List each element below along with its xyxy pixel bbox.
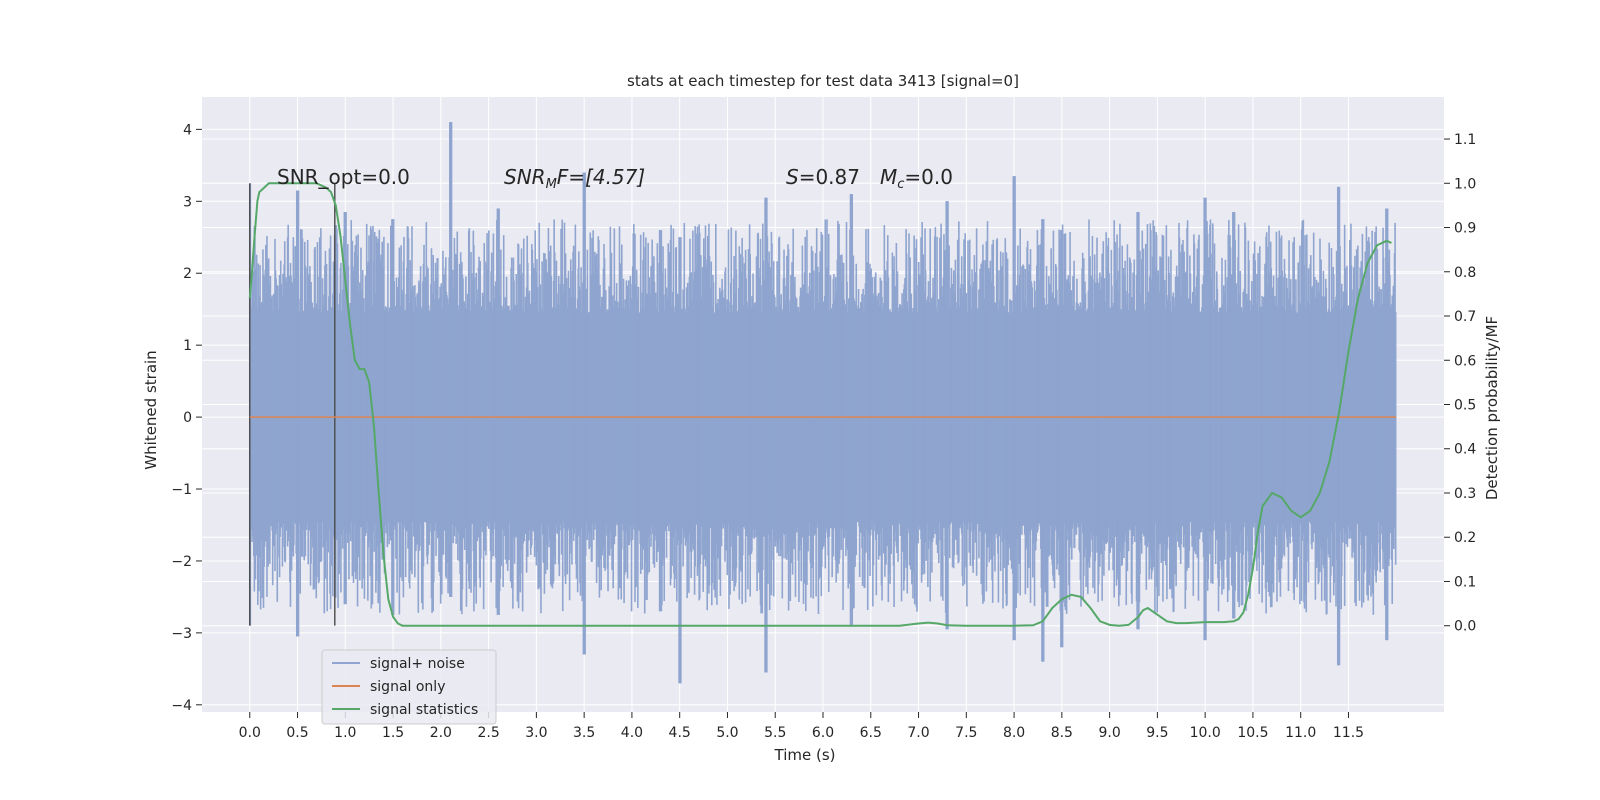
y-right-tick-label: 0.2 (1454, 530, 1476, 546)
x-tick-label: 4.0 (621, 725, 643, 741)
y-tick-label: −3 (171, 626, 192, 642)
x-tick-label: 2.5 (477, 725, 499, 741)
y-tick-label: −1 (171, 482, 192, 498)
x-tick-label: 1.5 (382, 725, 404, 741)
x-tick-label: 11.5 (1333, 725, 1364, 741)
y-tick-label: 1 (183, 338, 192, 354)
legend: signal+ noise signal only signal statist… (321, 649, 497, 725)
y-right-tick-label: 0.8 (1454, 265, 1476, 281)
legend-label-signal-noise: signal+ noise (370, 656, 465, 672)
x-tick-label: 3.5 (573, 725, 595, 741)
mc-main: M (880, 165, 897, 189)
y-tick-label: 3 (183, 194, 192, 210)
y-right-tick-label: 0.6 (1454, 353, 1476, 369)
y-tick-label: −2 (171, 554, 192, 570)
x-tick-label: 10.5 (1237, 725, 1268, 741)
y-tick-label: −4 (171, 698, 192, 714)
y-tick-label: 2 (183, 266, 192, 282)
x-tick-label: 3.0 (525, 725, 547, 741)
y-right-tick-label: 0.5 (1454, 398, 1476, 414)
mc-rest: =0.0 (904, 165, 953, 189)
mc-subscript: c (897, 177, 904, 192)
y-right-tick-label: 0.1 (1454, 574, 1476, 590)
right-y-axis: 0.0 0.1 0.2 0.3 0.4 0.5 0.6 0.7 0.8 0.9 1.0 1.1 (1444, 132, 1476, 635)
vertical-markers (249, 183, 336, 626)
x-tick-label: 1.0 (334, 725, 356, 741)
legend-box (321, 649, 497, 725)
x-tick-label: 10.0 (1190, 725, 1221, 741)
x-tick-label: 8.0 (1003, 725, 1025, 741)
y-right-tick-label: 0.7 (1454, 309, 1476, 325)
x-axis: 0.0 0.5 1.0 1.5 2.0 2.5 3.0 3.5 4.0 4.5 5.0 5.5 6.0 6… (239, 712, 1364, 741)
s-rest: =0.87 (799, 165, 860, 189)
y-right-tick-label: 0.3 (1454, 486, 1476, 502)
x-tick-label: 11.0 (1285, 725, 1316, 741)
left-y-axis: −4 −3 −2 −1 0 1 2 3 4 (171, 122, 202, 714)
snr-mf-rest: F=[4.57] (557, 165, 645, 189)
y-axis-label: Whitened strain (142, 350, 160, 469)
y-right-tick-label: 1.0 (1454, 176, 1476, 192)
x-tick-label: 9.0 (1098, 725, 1120, 741)
x-axis-label: Time (s) (774, 746, 836, 764)
x-tick-label: 5.5 (764, 725, 786, 741)
x-tick-label: 6.0 (812, 725, 834, 741)
snr-opt-annotation: SNR_opt=0.0 (277, 165, 410, 189)
snr-mf-subscript: M (546, 177, 557, 192)
x-tick-label: 2.0 (430, 725, 452, 741)
y-tick-label: 0 (183, 410, 192, 426)
x-tick-label: 0.5 (286, 725, 308, 741)
x-tick-label: 4.5 (669, 725, 691, 741)
y-right-tick-label: 0.0 (1454, 619, 1476, 635)
mc-annotation: Mc=0.0 (880, 165, 953, 192)
x-tick-label: 7.0 (907, 725, 929, 741)
legend-label-signal-statistics: signal statistics (370, 702, 478, 718)
signal-statistics-line (248, 182, 1392, 627)
y-right-tick-label: 1.1 (1454, 132, 1476, 148)
s-annotation: S=0.87 (786, 165, 860, 189)
y-right-tick-label: 0.4 (1454, 442, 1476, 458)
snr-mf-main: SNR (504, 165, 546, 189)
legend-label-signal-only: signal only (370, 679, 445, 695)
x-tick-label: 8.5 (1051, 725, 1073, 741)
s-main: S (786, 165, 799, 189)
y-axis-right-label: Detection probability/MF (1483, 316, 1501, 500)
snr-mf-annotation: SNRMF=[4.57] (504, 165, 645, 192)
x-tick-label: 6.5 (860, 725, 882, 741)
x-tick-label: 5.0 (716, 725, 738, 741)
y-tick-label: 4 (183, 122, 192, 138)
y-right-tick-label: 0.9 (1454, 221, 1476, 237)
x-tick-label: 7.5 (955, 725, 977, 741)
x-tick-label: 9.5 (1146, 725, 1168, 741)
x-tick-label: 0.0 (239, 725, 261, 741)
chart-title: stats at each timestep for test data 341… (627, 72, 1019, 90)
